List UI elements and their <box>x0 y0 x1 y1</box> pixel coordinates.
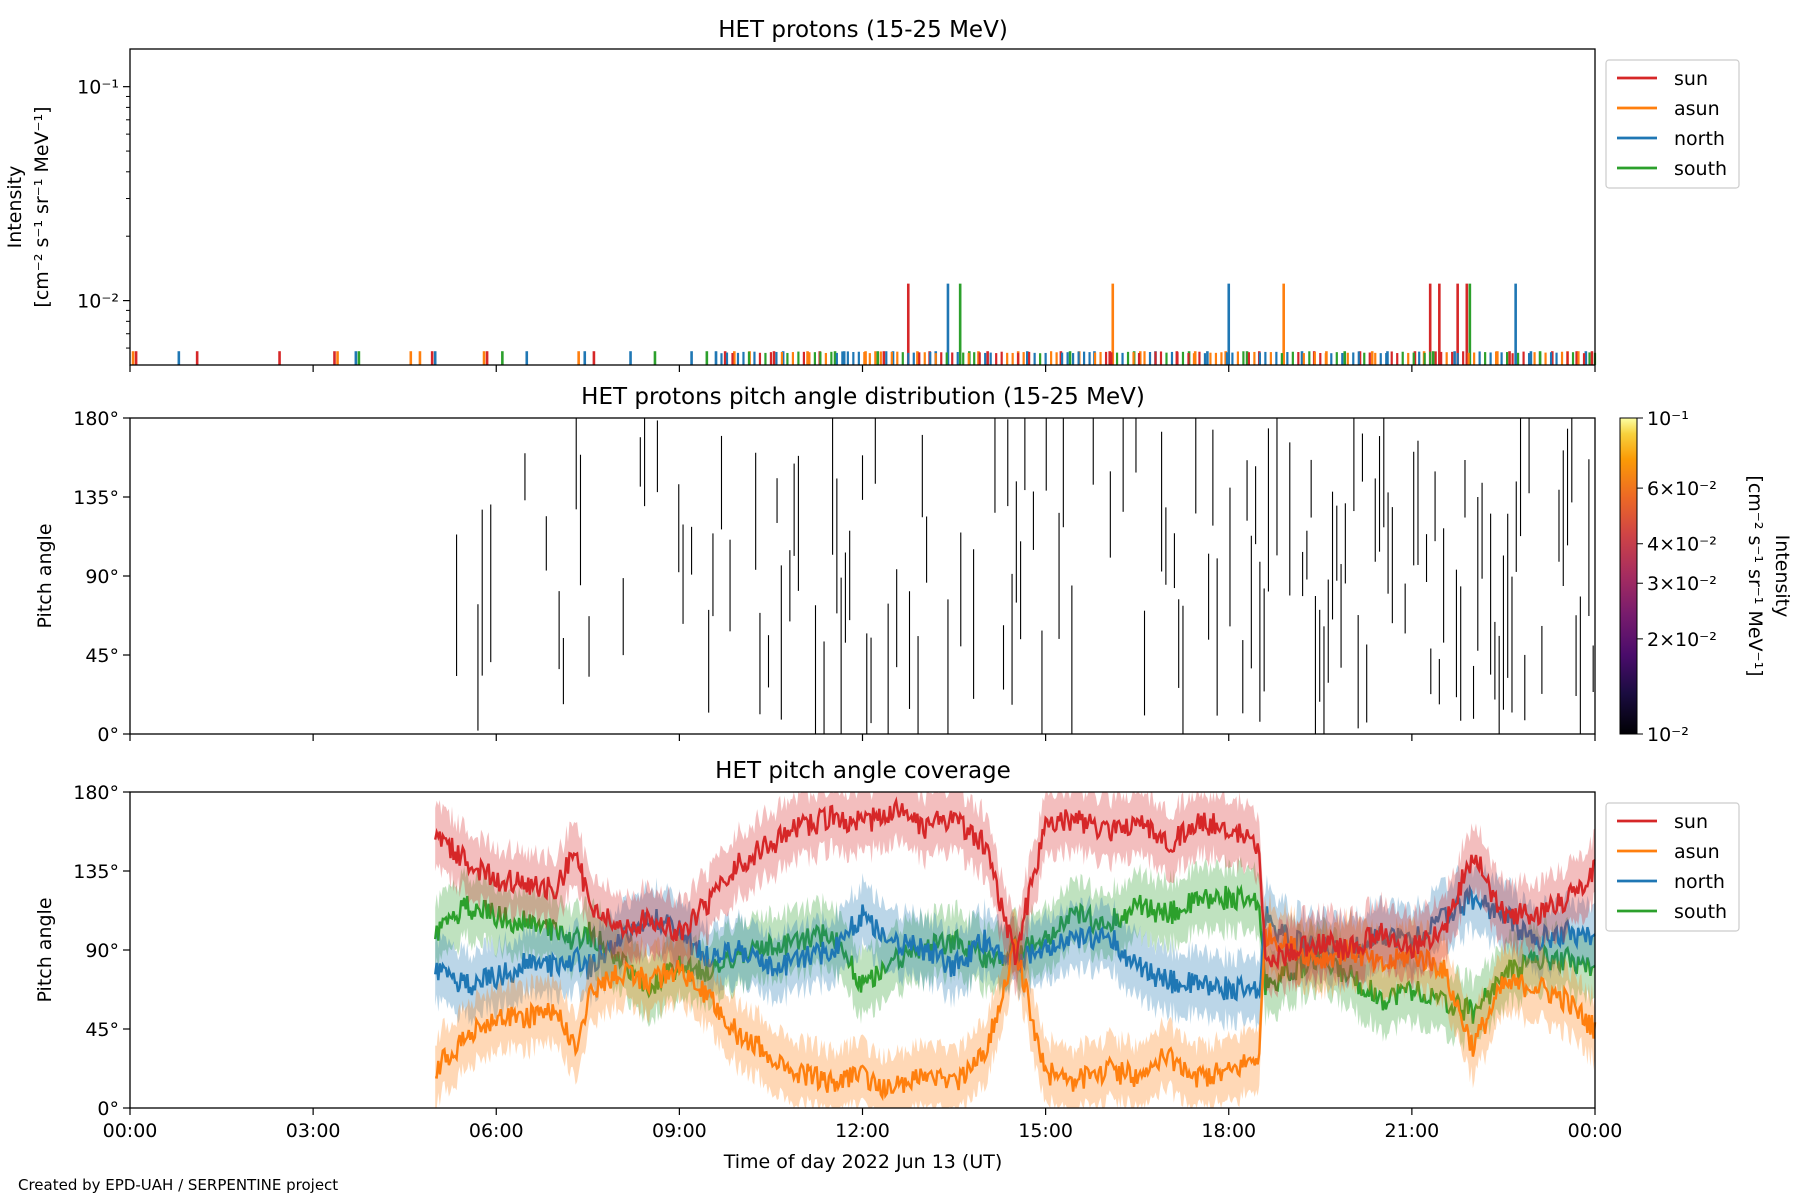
panel2-ylabel: Pitch angle <box>34 523 56 628</box>
panel1-title: HET protons (15-25 MeV) <box>718 17 1008 43</box>
y-tick-label: 45° <box>85 645 119 667</box>
y-tick-label: 10⁻¹ <box>77 77 119 99</box>
legend-label-south: south <box>1674 158 1727 180</box>
x-tick-label: 18:00 <box>1201 1120 1256 1142</box>
panel1-ylabel-line1: Intensity <box>4 166 26 249</box>
legend-label-sun: sun <box>1674 811 1708 833</box>
x-axis-label: Time of day 2022 Jun 13 (UT) <box>723 1151 1003 1173</box>
colorbar-tick-label: 2×10⁻² <box>1647 629 1717 651</box>
panel2-title: HET protons pitch angle distribution (15… <box>581 384 1145 410</box>
y-tick-label: 180° <box>73 782 119 804</box>
x-tick-label: 03:00 <box>286 1120 341 1142</box>
colorbar-tick-label: 4×10⁻² <box>1647 534 1717 556</box>
y-tick-label: 0° <box>97 724 119 746</box>
legend-label-north: north <box>1674 128 1725 150</box>
y-tick-label: 10⁻² <box>77 291 119 313</box>
footer-credit: Created by EPD-UAH / SERPENTINE project <box>18 1176 338 1194</box>
y-tick-label: 135° <box>73 487 119 509</box>
colorbar-tick-label: 10⁻² <box>1647 724 1689 746</box>
legend-label-sun: sun <box>1674 68 1708 90</box>
colorbar-tick-label: 3×10⁻² <box>1647 573 1717 595</box>
y-tick-label: 180° <box>73 408 119 430</box>
colorbar-label: Intensity [cm⁻² s⁻¹ sr⁻¹ MeV⁻¹] <box>1744 475 1793 676</box>
colorbar <box>1619 417 1638 735</box>
panel1-legend: sun asun north south <box>1605 59 1740 189</box>
colorbar-label-line2: [cm⁻² s⁻¹ sr⁻¹ MeV⁻¹] <box>1744 475 1766 676</box>
colorbar-tick-label: 6×10⁻² <box>1647 478 1717 500</box>
y-tick-label: 0° <box>97 1098 119 1120</box>
legend-label-asun: asun <box>1674 98 1720 120</box>
x-tick-label: 09:00 <box>652 1120 707 1142</box>
y-tick-label: 45° <box>85 1019 119 1041</box>
coverage-line-south <box>434 883 1596 1024</box>
x-tick-label: 15:00 <box>1018 1120 1073 1142</box>
coverage-line-asun <box>435 923 1597 1102</box>
x-tick-label: 12:00 <box>835 1120 890 1142</box>
x-tick-label: 06:00 <box>469 1120 524 1142</box>
legend-label-asun: asun <box>1674 841 1720 863</box>
panel3-legend: sun asun north south <box>1605 802 1740 932</box>
panel3-title: HET pitch angle coverage <box>715 758 1011 784</box>
x-tick-label: 21:00 <box>1384 1120 1439 1142</box>
panel-pitch-coverage: HET pitch angle coverage 0° 45° 90° 135° 180… <box>34 758 1740 1142</box>
legend-label-south: south <box>1674 901 1727 923</box>
y-tick-label: 90° <box>85 940 119 962</box>
panel1-frame <box>129 48 1596 366</box>
panel-pitch-distribution: HET protons pitch angle distribution (15… <box>34 384 1793 746</box>
x-tick-label: 00:00 <box>1568 1120 1623 1142</box>
panel1-ylabel-line2: [cm⁻² s⁻¹ sr⁻¹ MeV⁻¹] <box>31 106 53 307</box>
colorbar-tick-label: 10⁻¹ <box>1647 408 1689 430</box>
colorbar-label-line1: Intensity <box>1771 535 1793 618</box>
legend-label-north: north <box>1674 871 1725 893</box>
x-tick-label: 00:00 <box>103 1120 158 1142</box>
panel3-ylabel: Pitch angle <box>34 897 56 1002</box>
panel-intensity: HET protons (15-25 MeV) 10⁻² 10⁻¹ Intensi… <box>4 17 1740 372</box>
y-tick-label: 90° <box>85 566 119 588</box>
panel1-ylabel: Intensity [cm⁻² s⁻¹ sr⁻¹ MeV⁻¹] <box>4 106 53 307</box>
y-tick-label: 135° <box>73 861 119 883</box>
coverage-line-sun <box>434 796 1596 971</box>
